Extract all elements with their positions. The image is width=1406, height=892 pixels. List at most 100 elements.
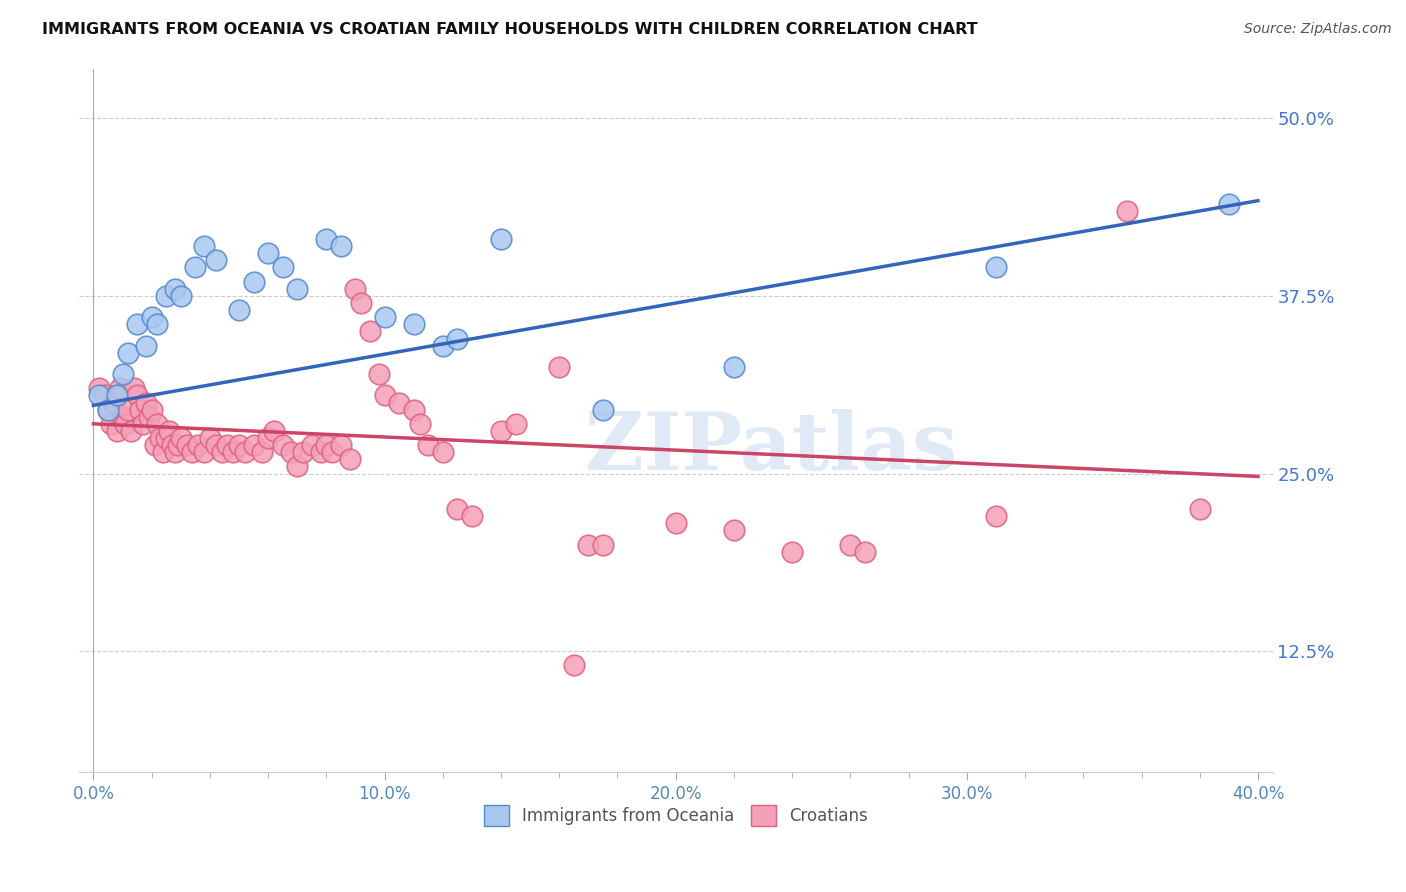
Point <box>418 438 440 452</box>
Point <box>344 282 367 296</box>
Point <box>141 310 163 325</box>
Point <box>339 452 361 467</box>
Point <box>242 438 264 452</box>
Point <box>562 658 585 673</box>
Point <box>242 275 264 289</box>
Point <box>402 318 425 332</box>
Point <box>329 438 352 452</box>
Point <box>292 445 315 459</box>
Point <box>233 445 256 459</box>
Point <box>489 424 512 438</box>
Point <box>100 417 122 431</box>
Point <box>89 381 111 395</box>
Point <box>271 260 294 275</box>
Point <box>839 538 862 552</box>
Point <box>105 388 128 402</box>
Point <box>252 445 274 459</box>
Point <box>108 381 131 395</box>
Point <box>114 417 136 431</box>
Point <box>193 445 215 459</box>
Legend: Immigrants from Oceania, Croatians: Immigrants from Oceania, Croatians <box>475 797 876 834</box>
Point <box>105 424 128 438</box>
Point <box>592 538 614 552</box>
Point <box>138 409 160 424</box>
Point <box>163 282 186 296</box>
Point <box>204 438 226 452</box>
Point <box>228 303 250 318</box>
Point <box>723 524 745 538</box>
Point <box>432 445 454 459</box>
Point <box>285 282 308 296</box>
Point <box>280 445 302 459</box>
Point <box>184 260 207 275</box>
Point <box>315 438 337 452</box>
Point <box>853 545 876 559</box>
Point <box>103 395 125 409</box>
Point <box>222 445 245 459</box>
Point <box>198 431 221 445</box>
Point <box>122 381 145 395</box>
Point <box>367 367 389 381</box>
Point <box>146 318 169 332</box>
Text: Source: ZipAtlas.com: Source: ZipAtlas.com <box>1244 22 1392 37</box>
Point <box>152 445 174 459</box>
Point <box>127 388 149 402</box>
Point <box>135 339 157 353</box>
Point <box>170 431 193 445</box>
Point <box>181 445 204 459</box>
Point <box>489 232 512 246</box>
Point <box>665 516 688 531</box>
Point <box>94 388 117 402</box>
Point <box>257 431 280 445</box>
Point <box>1188 502 1211 516</box>
Point <box>155 431 177 445</box>
Point <box>576 538 599 552</box>
Point <box>350 296 373 310</box>
Point <box>321 445 343 459</box>
Point <box>217 438 239 452</box>
Point <box>127 318 149 332</box>
Point <box>132 417 155 431</box>
Point <box>141 402 163 417</box>
Point <box>117 402 139 417</box>
Point <box>315 232 337 246</box>
Point <box>359 325 381 339</box>
Point <box>1116 203 1139 218</box>
Point <box>271 438 294 452</box>
Point <box>97 402 120 417</box>
Point <box>146 417 169 431</box>
Point <box>263 424 285 438</box>
Point <box>388 395 411 409</box>
Point <box>408 417 430 431</box>
Point <box>402 402 425 417</box>
Point <box>505 417 527 431</box>
Point <box>461 509 484 524</box>
Point <box>309 445 332 459</box>
Point <box>111 367 134 381</box>
Point <box>187 438 209 452</box>
Point <box>374 310 396 325</box>
Point <box>160 438 183 452</box>
Point <box>167 438 190 452</box>
Point <box>176 438 198 452</box>
Point <box>193 239 215 253</box>
Point <box>780 545 803 559</box>
Point <box>143 438 166 452</box>
Point <box>446 332 468 346</box>
Point <box>97 402 120 417</box>
Point <box>204 253 226 268</box>
Point <box>163 445 186 459</box>
Point <box>157 424 180 438</box>
Point <box>89 388 111 402</box>
Point <box>228 438 250 452</box>
Text: IMMIGRANTS FROM OCEANIA VS CROATIAN FAMILY HOUSEHOLDS WITH CHILDREN CORRELATION : IMMIGRANTS FROM OCEANIA VS CROATIAN FAMI… <box>42 22 977 37</box>
Point <box>117 345 139 359</box>
Text: ZIPatlas: ZIPatlas <box>585 409 957 487</box>
Point <box>723 359 745 374</box>
Point <box>374 388 396 402</box>
Point <box>301 438 323 452</box>
Point <box>984 509 1007 524</box>
Point <box>211 445 233 459</box>
Point <box>120 424 142 438</box>
Point <box>329 239 352 253</box>
